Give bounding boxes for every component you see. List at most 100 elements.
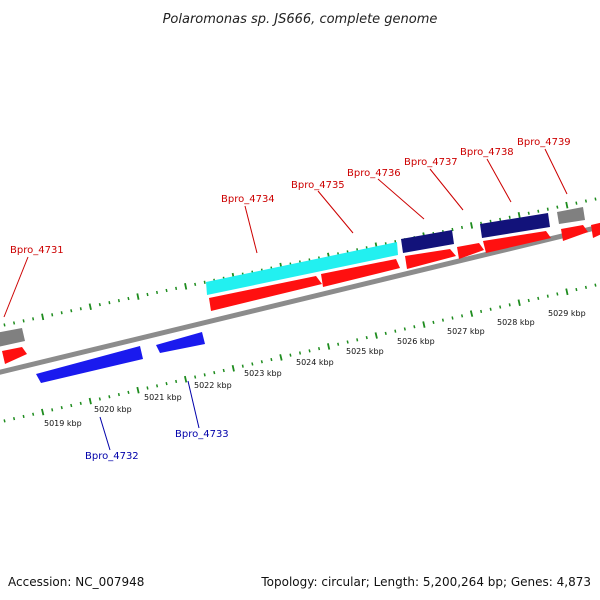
- callout-line-Bpro_4739: [544, 148, 568, 195]
- gene-Bpro_4739[interactable]: [561, 225, 588, 241]
- kbp-label: 5019 kbp: [44, 419, 82, 428]
- callout-line-Bpro_4738: [486, 158, 512, 203]
- upper-tick-mark: [537, 209, 540, 213]
- gene-label-Bpro_4737[interactable]: Bpro_4737: [404, 157, 458, 168]
- lower-tick-mark: [451, 316, 454, 320]
- upper-tick-mark: [527, 211, 530, 215]
- kbp-label: 5028 kbp: [497, 318, 535, 327]
- gene-right-edge[interactable]: [591, 222, 600, 238]
- lower-tick-mark: [489, 307, 492, 311]
- lower-tick-mark: [88, 397, 92, 405]
- kbp-label: 5027 kbp: [447, 327, 485, 336]
- kbp-label: 5025 kbp: [346, 347, 384, 356]
- feature-gray-left[interactable]: [0, 328, 25, 347]
- map-title: Polaromonas sp. JS666, complete genome: [163, 12, 438, 27]
- callout-line-Bpro_4737: [429, 168, 464, 211]
- lower-tick-mark: [98, 397, 101, 401]
- callout-line-Bpro_4731: [3, 256, 29, 318]
- lower-tick-mark: [469, 310, 474, 317]
- lower-tick-mark: [12, 417, 16, 421]
- feature-cyan[interactable]: [206, 242, 398, 295]
- gene-features: [0, 207, 600, 383]
- gene-Bpro_4738[interactable]: [483, 231, 551, 253]
- upper-tick-mark: [194, 282, 197, 286]
- lower-tick-mark: [337, 342, 340, 346]
- upper-tick-mark: [32, 317, 35, 321]
- lower-tick-mark: [260, 360, 263, 364]
- callout-line-Bpro_4733: [187, 380, 200, 429]
- lower-tick-mark: [374, 332, 378, 339]
- lower-tick-mark: [546, 294, 549, 298]
- gene-label-Bpro_4738[interactable]: Bpro_4738: [460, 147, 514, 158]
- upper-tick-mark: [165, 288, 168, 293]
- lower-tick-mark: [213, 371, 216, 375]
- lower-tick-mark: [527, 298, 530, 303]
- callout-line-Bpro_4735: [317, 190, 354, 234]
- upper-tick-mark: [146, 292, 149, 297]
- lower-tick-mark: [432, 320, 435, 324]
- lower-tick-ring: [3, 283, 597, 423]
- upper-tick-mark: [584, 199, 588, 203]
- gene-label-Bpro_4739[interactable]: Bpro_4739: [517, 137, 571, 148]
- lower-tick-mark: [60, 406, 63, 410]
- upper-tick-mark: [203, 280, 206, 284]
- feature-navy-1[interactable]: [401, 230, 454, 253]
- feature-navy-2[interactable]: [480, 213, 550, 238]
- lower-tick-mark: [556, 292, 559, 296]
- gene-label-Bpro_4733[interactable]: Bpro_4733: [175, 429, 229, 440]
- upper-tick-mark: [184, 283, 188, 290]
- gene-Bpro_4736[interactable]: [405, 249, 456, 269]
- upper-tick-mark: [136, 293, 140, 300]
- upper-tick-mark: [3, 323, 6, 327]
- upper-tick-mark: [565, 201, 569, 209]
- upper-tick-mark: [517, 212, 521, 219]
- gene-label-Bpro_4731[interactable]: Bpro_4731: [10, 245, 64, 256]
- gene-Bpro_4733[interactable]: [156, 332, 205, 353]
- gene-callouts: Bpro_4731 Bpro_4734 Bpro_4735 Bpro_4736 …: [3, 137, 571, 462]
- lower-tick-mark: [279, 354, 283, 361]
- upper-tick-mark: [175, 286, 178, 291]
- gene-label-Bpro_4732[interactable]: Bpro_4732: [85, 451, 139, 462]
- lower-tick-mark: [308, 349, 311, 353]
- upper-tick-mark: [88, 303, 92, 310]
- upper-tick-mark: [12, 321, 16, 325]
- gene-Bpro_4735[interactable]: [321, 259, 400, 287]
- kbp-label: 5021 kbp: [144, 393, 182, 402]
- upper-tick-mark: [155, 290, 159, 295]
- lower-tick-mark: [499, 305, 502, 309]
- gene-Bpro_4734[interactable]: [209, 276, 322, 311]
- map-layer: Bpro_4731 Bpro_4734 Bpro_4735 Bpro_4736 …: [0, 137, 600, 462]
- lower-tick-mark: [155, 384, 159, 388]
- genome-backbone: [0, 224, 600, 375]
- lower-tick-mark: [136, 386, 140, 394]
- lower-tick-mark: [565, 288, 569, 296]
- lower-tick-mark: [222, 368, 225, 373]
- upper-tick-mark: [499, 217, 502, 221]
- lower-tick-mark: [79, 401, 82, 405]
- lower-tick-mark: [384, 331, 387, 335]
- gene-Bpro_4737[interactable]: [457, 243, 484, 259]
- callout-line-Bpro_4732: [99, 416, 111, 451]
- gene-label-Bpro_4735[interactable]: Bpro_4735: [291, 180, 345, 191]
- lower-tick-mark: [194, 375, 197, 379]
- lower-tick-mark: [41, 408, 45, 416]
- lower-tick-mark: [356, 338, 359, 342]
- upper-tick-mark: [70, 309, 73, 313]
- gene-label-Bpro_4734[interactable]: Bpro_4734: [221, 194, 275, 205]
- lower-tick-mark: [403, 327, 406, 331]
- upper-tick-mark: [41, 313, 45, 321]
- lower-tick-mark: [70, 403, 73, 408]
- gene-label-Bpro_4736[interactable]: Bpro_4736: [347, 168, 401, 179]
- gene-Bpro_4731[interactable]: [2, 347, 27, 364]
- lower-tick-mark: [517, 299, 521, 306]
- feature-gray-right[interactable]: [557, 207, 585, 224]
- gene-Bpro_4732[interactable]: [36, 346, 143, 383]
- lower-tick-mark: [460, 314, 464, 318]
- upper-tick-mark: [117, 298, 120, 303]
- upper-tick-mark: [127, 296, 130, 301]
- lower-tick-mark: [108, 395, 111, 399]
- lower-tick-mark: [422, 321, 426, 328]
- lower-tick-mark: [22, 414, 25, 419]
